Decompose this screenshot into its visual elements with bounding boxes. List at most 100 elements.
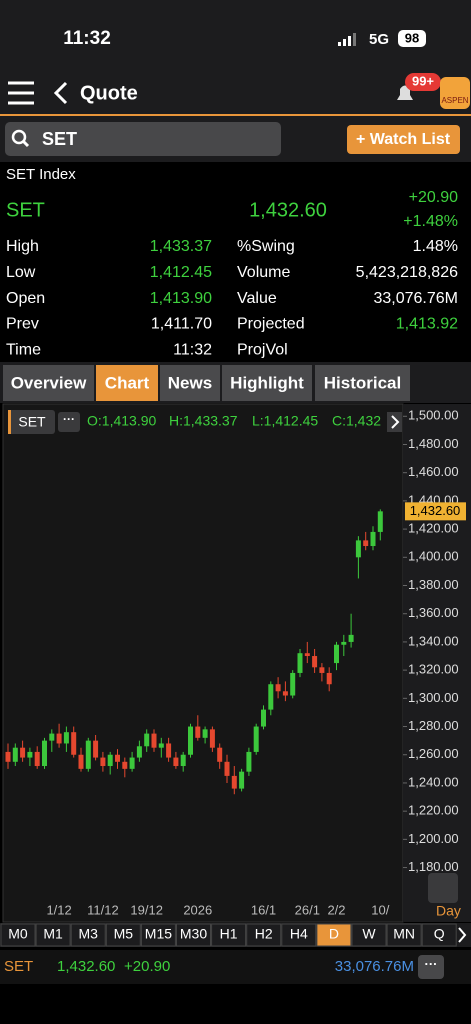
page-title: Quote [80, 82, 138, 104]
timeframe-button[interactable] [0, 923, 36, 947]
y-tick-label: 1,480.00 [408, 436, 459, 451]
candle-body [334, 644, 339, 664]
timeframe-button[interactable] [421, 923, 457, 947]
price-tag [405, 502, 466, 521]
tab[interactable] [3, 365, 94, 401]
candle-body [56, 733, 62, 744]
stat-value: 1,413.92 [396, 316, 458, 333]
timeframe-label: W [362, 926, 376, 942]
badge [405, 73, 441, 91]
candle-body [100, 757, 106, 767]
candle-body [151, 733, 157, 748]
y-tick-label: 1,380.00 [408, 577, 459, 592]
candle-body [129, 757, 135, 769]
chart-panel [2, 403, 404, 923]
candle-body [173, 757, 179, 767]
candle-body [341, 641, 347, 645]
timeframe-button[interactable] [140, 923, 176, 947]
candle-body [144, 733, 150, 747]
footer-more[interactable] [418, 955, 444, 979]
candle-body [224, 761, 230, 776]
header-line [0, 114, 471, 116]
tab-label: Highlight [230, 373, 304, 392]
network: 5G [369, 31, 389, 48]
stat-label: Projected [237, 316, 305, 333]
candle-body [49, 733, 55, 741]
candle-body [304, 653, 310, 657]
y-tick-label: 1,200.00 [408, 831, 459, 846]
candle-body [326, 672, 332, 685]
candle-body [268, 684, 274, 710]
signal [338, 33, 356, 46]
timeframe-label: D [329, 926, 339, 942]
candle-body [312, 656, 318, 668]
timeframe-label: M30 [180, 926, 207, 942]
timeframe-button[interactable] [316, 923, 352, 947]
timeframe-button[interactable] [70, 923, 106, 947]
timeframe-label: M5 [114, 926, 134, 942]
back-icon[interactable] [53, 81, 68, 105]
candle-body [71, 732, 77, 755]
candle-body [115, 754, 120, 762]
stat-label: High [6, 238, 39, 255]
timeframe-button[interactable] [351, 923, 387, 947]
watchlist-button[interactable] [347, 125, 460, 154]
timeframe-button[interactable] [281, 923, 317, 947]
footer-symbol: SET [4, 958, 33, 975]
timeframe-button[interactable] [176, 923, 211, 947]
search-icon-handle [21, 139, 30, 148]
legend-symbol-box[interactable] [8, 410, 55, 434]
tab[interactable] [315, 365, 410, 401]
footer-value: 33,076.76M [335, 958, 414, 975]
y-tick-label: 1,220.00 [408, 803, 459, 818]
logo[interactable] [440, 77, 470, 109]
tab[interactable] [96, 365, 158, 401]
y-tick-label: 1,320.00 [408, 662, 459, 677]
stat-label: Open [6, 290, 45, 307]
candle-body [63, 732, 69, 744]
stat-value: 33,076.76M [373, 290, 458, 307]
tab[interactable] [222, 365, 312, 401]
candle-body [85, 740, 91, 769]
tab-label: Chart [105, 373, 150, 392]
price-tag-label: 1,432.60 [410, 503, 461, 518]
candle-body [180, 754, 186, 767]
candle-body [27, 751, 33, 758]
stat-value: 1.48% [413, 238, 458, 255]
stat-label: Low [6, 264, 36, 281]
timeframe-arrow[interactable] [458, 927, 467, 943]
search-box[interactable] [5, 122, 281, 156]
tab[interactable] [160, 365, 220, 401]
footer-more-dots: ··· [425, 956, 438, 971]
candle-body [217, 747, 223, 762]
timeframe-label: H1 [220, 926, 238, 942]
legend-more[interactable] [58, 412, 80, 432]
timeframe-button[interactable] [105, 923, 141, 947]
y-axis-panel [403, 404, 471, 922]
timeframe-label: H2 [255, 926, 273, 942]
timeframe-button[interactable] [246, 923, 282, 947]
stat-value: 1,411.70 [151, 316, 212, 333]
timeframe-label: M1 [43, 926, 63, 942]
candle-body [209, 729, 215, 748]
timeframe-button[interactable] [386, 923, 422, 947]
y-tick-label: 1,260.00 [408, 746, 459, 761]
y-tick-label: 1,280.00 [408, 718, 459, 733]
quote-change-pct: +1.48% [403, 213, 458, 230]
timeframe-label: M15 [145, 926, 172, 942]
candle-body [188, 726, 193, 755]
timeframe-button[interactable] [35, 923, 71, 947]
legend-arrow[interactable] [387, 412, 402, 432]
top-bar [0, 0, 471, 116]
menu-icon[interactable] [8, 81, 34, 105]
search-icon [11, 129, 27, 145]
fullscreen-button[interactable] [428, 873, 458, 903]
quote-last: 1,432.60 [249, 199, 327, 221]
x-tick-label: 2026 [183, 902, 212, 917]
legend-value: O:1,413.90 [87, 413, 156, 429]
stat-label: Prev [6, 316, 39, 333]
candle-body [370, 531, 376, 547]
footer-last: 1,432.60 [57, 958, 115, 975]
timeframe-button[interactable] [211, 923, 247, 947]
